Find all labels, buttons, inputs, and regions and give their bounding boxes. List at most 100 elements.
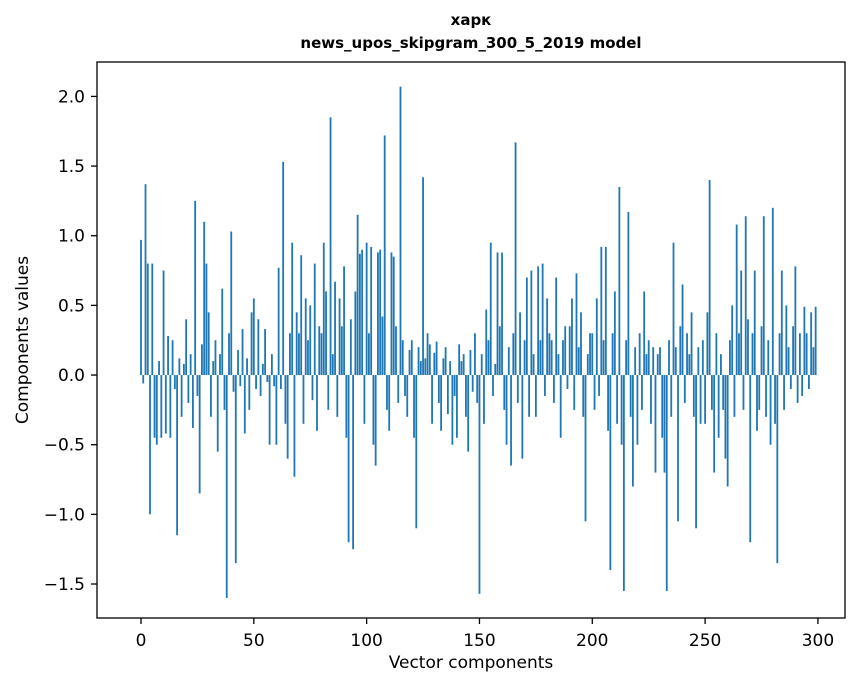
bar	[255, 375, 257, 389]
bar	[239, 375, 242, 387]
bar	[444, 347, 447, 376]
bar	[634, 347, 637, 376]
bar	[498, 326, 501, 376]
bar	[386, 375, 388, 410]
bar	[230, 231, 233, 376]
bar	[270, 354, 273, 376]
bar	[476, 375, 479, 403]
bar	[769, 375, 772, 445]
bar	[688, 354, 691, 376]
bar	[446, 375, 449, 415]
bar	[719, 354, 722, 376]
bar	[458, 344, 461, 376]
plot-border	[96, 61, 846, 619]
y-tick-label: 2.0	[58, 87, 85, 107]
bar	[559, 375, 562, 438]
bar	[343, 266, 345, 376]
bar	[798, 333, 801, 376]
bar	[462, 354, 465, 376]
bar	[320, 333, 323, 376]
bar	[182, 363, 185, 376]
bar	[261, 363, 264, 376]
bar	[334, 281, 336, 376]
bar	[575, 273, 578, 376]
x-axis-ticks: 0 50 100 150 200 250 300	[136, 618, 834, 651]
bar	[550, 340, 553, 376]
bar	[738, 333, 740, 376]
bar	[437, 375, 440, 403]
bar	[176, 375, 179, 536]
bar	[151, 263, 154, 376]
bar	[207, 312, 210, 376]
bar	[237, 349, 239, 376]
bar	[248, 375, 251, 410]
bar	[492, 375, 494, 396]
axes	[96, 61, 846, 619]
y-tick-label: −1.5	[44, 575, 85, 595]
bar	[609, 375, 612, 571]
bar	[747, 319, 749, 376]
bar	[325, 291, 327, 376]
bar	[250, 312, 253, 376]
bar	[607, 375, 609, 431]
bar	[783, 375, 785, 410]
bar	[604, 246, 607, 376]
bar	[627, 212, 630, 376]
bar	[564, 326, 567, 376]
y-tick-label: 0.0	[58, 366, 85, 386]
bar	[329, 117, 332, 376]
y-tick-label: −0.5	[44, 436, 85, 456]
bar	[807, 375, 810, 389]
bar	[695, 375, 697, 529]
bar	[686, 333, 688, 376]
bar	[153, 375, 156, 438]
bar	[699, 375, 702, 424]
bar	[645, 354, 648, 376]
bar	[223, 375, 226, 410]
bar	[426, 333, 429, 376]
bar	[289, 333, 291, 376]
bar	[474, 333, 476, 376]
bar	[690, 312, 693, 376]
bar	[404, 375, 406, 396]
bar	[593, 375, 596, 410]
bar	[512, 333, 515, 376]
bar	[613, 291, 616, 376]
bar	[467, 375, 470, 452]
bar	[803, 306, 806, 376]
bar	[451, 375, 454, 445]
bar	[534, 375, 537, 417]
bar	[167, 336, 169, 376]
bar	[282, 161, 285, 376]
bar	[778, 333, 781, 376]
y-axis-ticks: 2.0 1.5 1.0 0.5 0.0 −0.5 −1.0 −1.5	[44, 87, 97, 595]
bar	[293, 375, 296, 477]
bar	[336, 375, 339, 417]
bar	[356, 214, 359, 376]
bar	[221, 288, 224, 376]
bar	[365, 242, 368, 376]
bar	[316, 375, 318, 431]
bar	[232, 375, 235, 392]
bar	[654, 375, 657, 473]
bar	[433, 352, 436, 376]
bar	[710, 375, 713, 410]
bar	[180, 375, 183, 417]
bar	[573, 375, 576, 410]
bar	[600, 246, 603, 376]
bar	[397, 375, 400, 403]
bar	[546, 298, 549, 376]
bar	[665, 375, 668, 591]
bar	[507, 347, 510, 376]
bar	[379, 249, 382, 376]
bar	[374, 375, 377, 466]
bar	[225, 375, 228, 598]
bar	[663, 375, 666, 473]
x-tick-label: 50	[243, 631, 265, 651]
bar	[322, 242, 325, 376]
bar	[677, 375, 679, 522]
bar	[241, 329, 244, 376]
bar	[347, 375, 350, 543]
bar	[749, 375, 752, 543]
bar	[422, 177, 424, 376]
